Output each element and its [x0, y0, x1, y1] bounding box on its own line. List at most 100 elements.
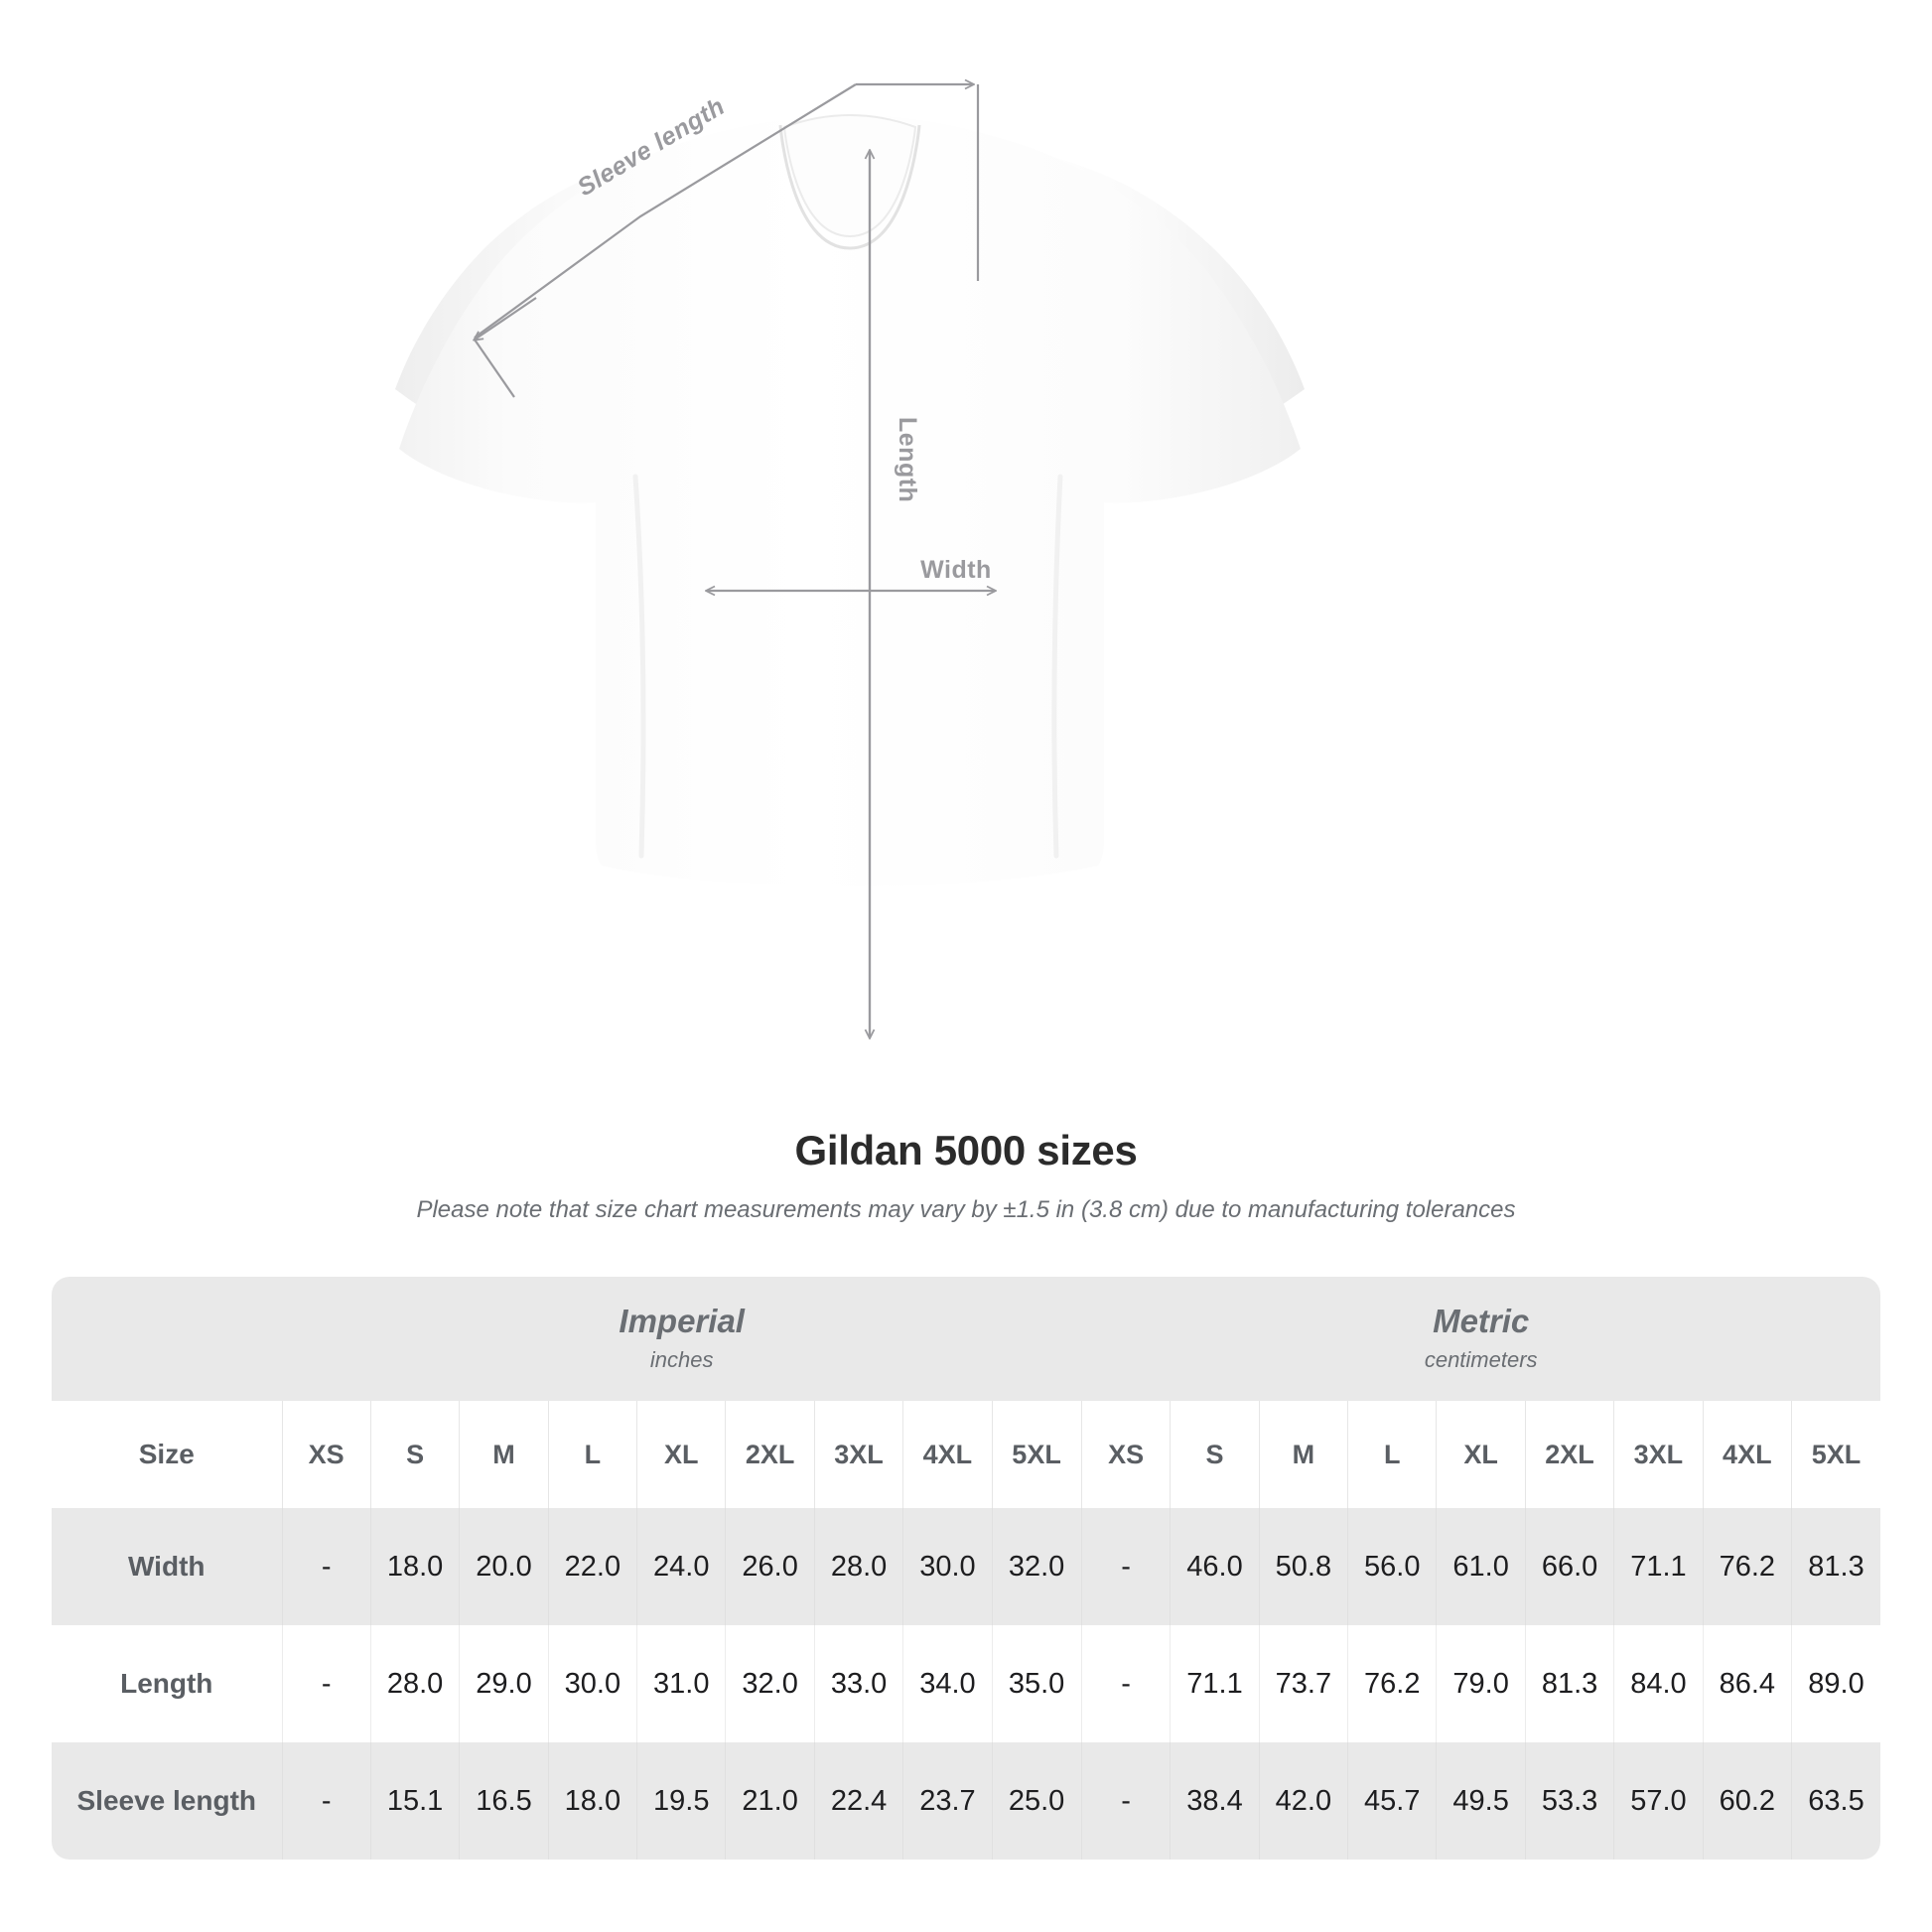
- cell-imperial-xs: -: [281, 1742, 371, 1860]
- unit-group-subtitle: inches: [649, 1346, 714, 1372]
- size-header-cell-metric-3xl: 3XL: [1613, 1401, 1704, 1508]
- cell-metric-2xl: 66.0: [1524, 1508, 1614, 1625]
- cell-metric-3xl: 84.0: [1613, 1625, 1704, 1742]
- size-header-cell-metric-4xl: 4XL: [1702, 1401, 1792, 1508]
- unit-group-subtitle: centimeters: [1424, 1346, 1538, 1372]
- cell-imperial-xl: 19.5: [636, 1742, 726, 1860]
- unit-group-imperial: Imperial inches: [282, 1277, 1081, 1401]
- cell-imperial-m: 16.5: [459, 1742, 549, 1860]
- cell-imperial-s: 15.1: [369, 1742, 460, 1860]
- cell-metric-3xl: 71.1: [1613, 1508, 1704, 1625]
- cell-imperial-3xl: 28.0: [813, 1508, 903, 1625]
- cell-imperial-4xl: 34.0: [902, 1625, 993, 1742]
- width-label: Width: [920, 556, 992, 584]
- row-label-width: Width: [128, 1551, 206, 1582]
- table-row: Length -28.0 29.0 30.0 31.0 32.0 33.0 34.0 35.0-…: [52, 1625, 1880, 1742]
- shirt-body: [399, 115, 1301, 886]
- cell-imperial-xl: 31.0: [636, 1625, 726, 1742]
- cell-imperial-s: 18.0: [369, 1508, 460, 1625]
- cell-imperial-xs: -: [281, 1625, 371, 1742]
- width-dimension: Width: [707, 556, 995, 591]
- fabric-fold-right: [1051, 474, 1063, 859]
- size-chart-table-container: Imperial inches Metric centimeters Size XS S M L…: [52, 1277, 1880, 1860]
- cell-metric-4xl: 76.2: [1702, 1508, 1792, 1625]
- cell-metric-5xl: 63.5: [1791, 1742, 1880, 1860]
- cell-metric-xs: -: [1080, 1742, 1171, 1860]
- cell-imperial-5xl: 35.0: [991, 1625, 1081, 1742]
- cell-metric-4xl: 60.2: [1702, 1742, 1792, 1860]
- tshirt-illustration: [395, 113, 1305, 886]
- sleeve-hem-tick: [474, 339, 515, 398]
- size-header-cell-imperial-m: M: [459, 1401, 549, 1508]
- size-header-row: Size XS S M L XL 2XL 3XL 4XL 5XL XS S M L XL 2XL 3XL 4XL 5…: [52, 1401, 1880, 1508]
- cell-imperial-xs: -: [281, 1508, 371, 1625]
- cell-imperial-5xl: 25.0: [991, 1742, 1081, 1860]
- cell-imperial-l: 30.0: [547, 1625, 637, 1742]
- cell-metric-xl: 49.5: [1436, 1742, 1526, 1860]
- cell-metric-m: 73.7: [1258, 1625, 1348, 1742]
- size-header-cell-metric-xs: XS: [1080, 1401, 1171, 1508]
- cell-imperial-2xl: 21.0: [725, 1742, 815, 1860]
- sleeve-dimension-diagonal: [474, 83, 857, 339]
- collar-outline: [778, 124, 921, 250]
- cell-metric-2xl: 53.3: [1524, 1742, 1614, 1860]
- row-label-length: Length: [120, 1668, 213, 1699]
- cell-imperial-4xl: 30.0: [902, 1508, 993, 1625]
- size-header-label: Size: [138, 1439, 195, 1469]
- size-header-cell-metric-xl: XL: [1436, 1401, 1526, 1508]
- cell-metric-xl: 79.0: [1436, 1625, 1526, 1742]
- tolerance-note: Please note that size chart measurements…: [416, 1196, 1516, 1223]
- cell-imperial-l: 18.0: [547, 1742, 637, 1860]
- size-header-cell-metric-m: M: [1258, 1401, 1348, 1508]
- size-header-cell-imperial-s: S: [369, 1401, 460, 1508]
- size-header-cell-metric-2xl: 2XL: [1524, 1401, 1614, 1508]
- cell-imperial-4xl: 23.7: [902, 1742, 993, 1860]
- cell-metric-5xl: 89.0: [1791, 1625, 1880, 1742]
- size-header-cell-imperial-xs: XS: [281, 1401, 371, 1508]
- cell-metric-5xl: 81.3: [1791, 1508, 1880, 1625]
- unit-group-row: Imperial inches Metric centimeters: [52, 1277, 1880, 1401]
- cell-imperial-m: 29.0: [459, 1625, 549, 1742]
- unit-row-spacer: [52, 1277, 282, 1401]
- size-header-cell-imperial-2xl: 2XL: [725, 1401, 815, 1508]
- cell-metric-s: 38.4: [1170, 1742, 1260, 1860]
- cell-metric-xs: -: [1080, 1625, 1171, 1742]
- cell-metric-m: 42.0: [1258, 1742, 1348, 1860]
- cell-metric-2xl: 81.3: [1524, 1625, 1614, 1742]
- cell-imperial-m: 20.0: [459, 1508, 549, 1625]
- size-header-cell-metric-l: L: [1347, 1401, 1437, 1508]
- cell-metric-l: 56.0: [1347, 1508, 1437, 1625]
- size-header-cell-imperial-l: L: [547, 1401, 637, 1508]
- length-label: Length: [894, 417, 921, 502]
- size-chart-table: Imperial inches Metric centimeters Size XS S M L…: [52, 1277, 1880, 1860]
- cell-metric-m: 50.8: [1258, 1508, 1348, 1625]
- cell-imperial-3xl: 33.0: [813, 1625, 903, 1742]
- size-header-cell-imperial-xl: XL: [636, 1401, 726, 1508]
- chart-heading: Gildan 5000 sizes Please note that size …: [0, 1127, 1932, 1224]
- cell-imperial-5xl: 32.0: [991, 1508, 1081, 1625]
- cell-metric-xs: -: [1080, 1508, 1171, 1625]
- cell-imperial-3xl: 22.4: [813, 1742, 903, 1860]
- collar-band: [782, 113, 917, 238]
- unit-group-name: Imperial: [619, 1303, 745, 1340]
- fabric-fold-left: [632, 474, 646, 859]
- cell-imperial-s: 28.0: [369, 1625, 460, 1742]
- unit-group-metric: Metric centimeters: [1081, 1277, 1880, 1401]
- cell-metric-l: 45.7: [1347, 1742, 1437, 1860]
- size-header-cell-imperial-5xl: 5XL: [991, 1401, 1081, 1508]
- row-label-sleeve-length: Sleeve length: [76, 1785, 256, 1816]
- size-header-cell-metric-s: S: [1170, 1401, 1260, 1508]
- sleeve-dimension-arrow: [475, 297, 537, 340]
- table-row: Sleeve length -15.1 16.5 18.0 19.5 21.0 22.4 23…: [52, 1742, 1880, 1860]
- size-header-cell-metric-5xl: 5XL: [1791, 1401, 1880, 1508]
- table-row: Width -18.0 20.0 22.0 24.0 26.0 28.0 30.0 32.0-4…: [52, 1508, 1880, 1625]
- size-header-cell-imperial-3xl: 3XL: [813, 1401, 903, 1508]
- cell-imperial-2xl: 26.0: [725, 1508, 815, 1625]
- tshirt-diagram-svg: Sleeve length Length Width: [395, 0, 1305, 1112]
- size-header-cell-imperial-4xl: 4XL: [902, 1401, 993, 1508]
- page-title: Gildan 5000 sizes: [794, 1127, 1138, 1173]
- cell-metric-3xl: 57.0: [1613, 1742, 1704, 1860]
- cell-metric-s: 71.1: [1170, 1625, 1260, 1742]
- cell-metric-l: 76.2: [1347, 1625, 1437, 1742]
